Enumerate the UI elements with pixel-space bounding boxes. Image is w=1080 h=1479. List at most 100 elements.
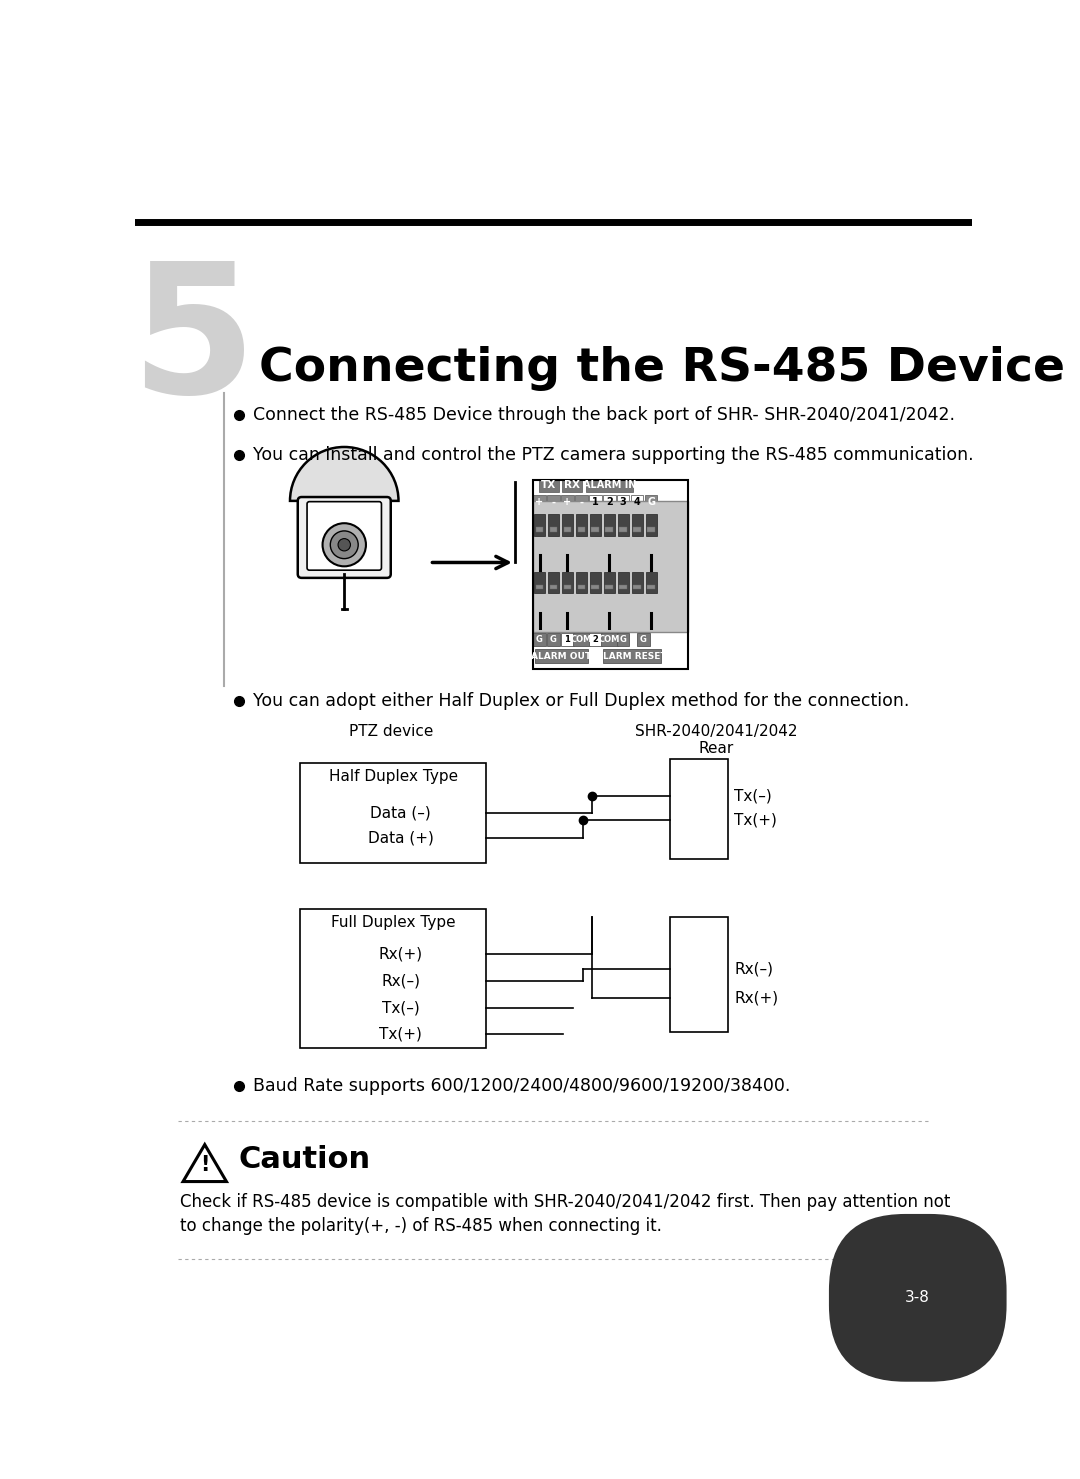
Bar [592,584,599,590]
Bar [632,572,643,593]
Bar [300,763,486,862]
Bar [576,572,586,593]
Text: 1: 1 [592,497,598,507]
Bar [617,495,630,509]
Bar [618,572,629,593]
Wedge shape [291,447,399,501]
Text: G: G [550,634,557,643]
Text: Tx(+): Tx(+) [379,1026,422,1043]
Text: Tx(+): Tx(+) [734,813,777,828]
Bar [534,495,545,509]
Bar [534,481,688,669]
Text: You can adopt either Half Duplex or Full Duplex method for the connection.: You can adopt either Half Duplex or Full… [253,692,909,710]
Text: Caution: Caution [238,1145,370,1174]
Bar [586,479,633,493]
Bar [536,584,543,590]
Text: Tx(–): Tx(–) [382,1000,420,1015]
Text: !: ! [200,1155,210,1174]
Bar [534,633,545,646]
Bar [606,527,613,531]
Bar [637,633,649,646]
Bar [604,515,615,535]
Circle shape [330,531,359,559]
Bar [535,515,545,535]
Bar [619,527,627,531]
Bar [562,633,573,646]
Text: Connecting the RS-485 Device: Connecting the RS-485 Device [259,346,1065,390]
Text: Check if RS-485 device is compatible with SHR-2040/2041/2042 first. Then pay att: Check if RS-485 device is compatible wit… [180,1192,950,1211]
Text: 1: 1 [565,634,570,643]
Bar [592,527,599,531]
Text: -: - [579,497,583,507]
Text: +: + [564,497,571,507]
Bar [576,515,586,535]
Bar [633,527,642,531]
Text: You can install and control the PTZ camera supporting the RS-485 communication.: You can install and control the PTZ came… [253,445,973,464]
Text: Data (–): Data (–) [370,805,431,821]
Bar [617,633,630,646]
Bar [647,584,656,590]
Circle shape [323,524,366,566]
Bar [578,527,585,531]
Text: SHR-2040/2041/2042: SHR-2040/2041/2042 [635,725,797,740]
Text: COM: COM [598,634,620,643]
Bar [576,495,588,509]
Bar [550,527,557,531]
Bar [548,515,559,535]
Text: 3: 3 [620,497,626,507]
Bar [534,501,688,632]
Text: ALARM IN: ALARM IN [582,481,636,491]
Text: Rx(–): Rx(–) [734,961,773,976]
Text: RX: RX [564,481,580,491]
Bar [590,495,602,509]
Bar [603,649,661,664]
Text: PTZ device: PTZ device [349,725,433,740]
Bar [606,584,613,590]
Bar [670,759,728,859]
Circle shape [338,538,350,552]
Bar [618,515,629,535]
Bar [535,572,545,593]
Bar [535,649,588,664]
Bar [590,572,600,593]
Text: Baud Rate supports 600/1200/2400/4800/9600/19200/38400.: Baud Rate supports 600/1200/2400/4800/96… [253,1077,791,1094]
Bar [646,515,657,535]
Bar [590,633,602,646]
Text: G: G [647,497,656,507]
Bar [564,584,571,590]
Text: Data (+): Data (+) [368,831,434,846]
Bar [548,633,559,646]
Text: COM: COM [570,634,592,643]
Text: 3-8: 3-8 [905,1290,930,1306]
FancyBboxPatch shape [298,497,391,578]
Bar [550,584,557,590]
Text: TX: TX [541,481,556,491]
Bar [564,527,571,531]
Bar [562,515,572,535]
Text: to change the polarity(+, -) of RS-485 when connecting it.: to change the polarity(+, -) of RS-485 w… [180,1217,662,1235]
Polygon shape [183,1145,227,1182]
Text: G: G [640,634,647,643]
Bar [603,495,616,509]
Text: -: - [552,497,555,507]
Text: ALARM OUT: ALARM OUT [531,652,592,661]
Text: ALARM RESET: ALARM RESET [596,652,667,661]
Bar [548,572,559,593]
FancyBboxPatch shape [307,501,381,571]
Text: Rx(+): Rx(+) [734,989,779,1006]
Bar [536,527,543,531]
Bar [670,917,728,1032]
Text: 4: 4 [634,497,640,507]
Bar [633,584,642,590]
Text: Half Duplex Type: Half Duplex Type [328,769,458,784]
Bar [600,633,618,646]
Bar [562,572,572,593]
Bar [604,572,615,593]
Bar [300,910,486,1047]
Text: Rx(–): Rx(–) [381,973,420,988]
Text: +: + [536,497,543,507]
Bar [645,495,658,509]
Bar [572,633,590,646]
Text: Connect the RS-485 Device through the back port of SHR- SHR-2040/2041/2042.: Connect the RS-485 Device through the ba… [253,405,955,423]
Bar [631,495,644,509]
